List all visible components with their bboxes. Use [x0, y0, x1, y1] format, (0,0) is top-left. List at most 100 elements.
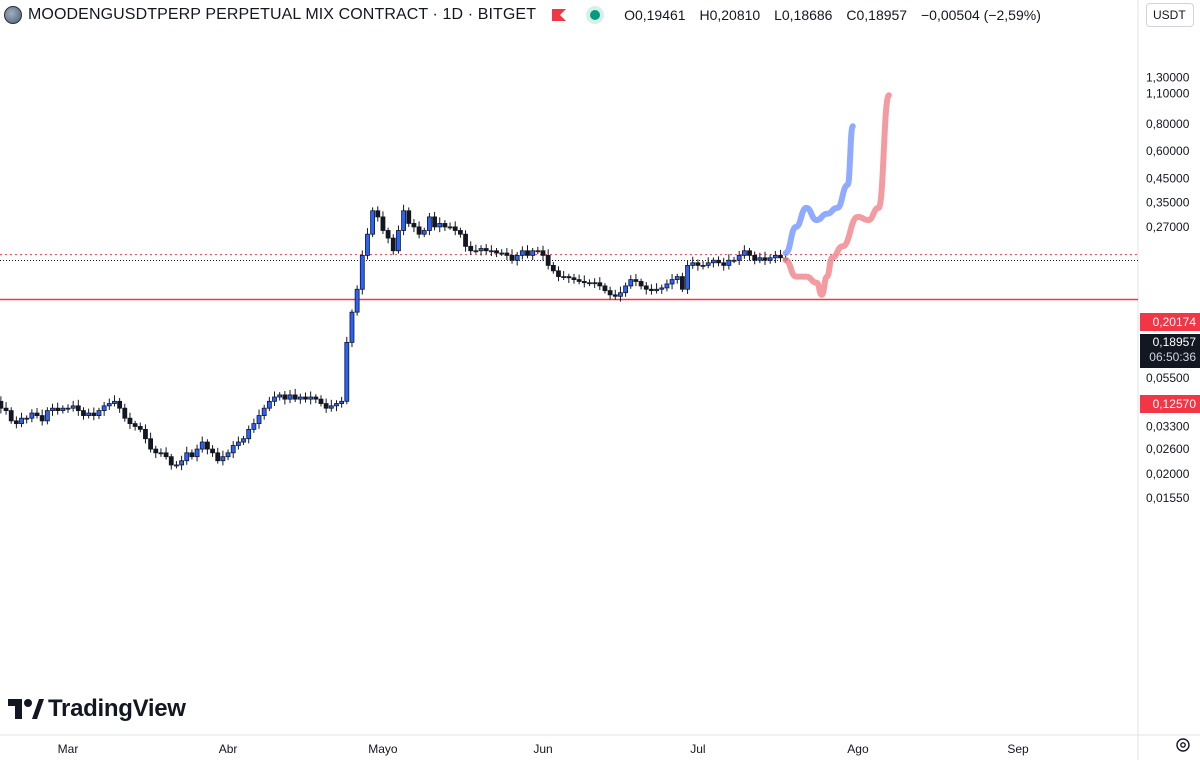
candle-body: [153, 448, 159, 454]
candle-body: [375, 210, 381, 218]
candle-body: [752, 254, 758, 261]
candle-body: [669, 279, 675, 285]
candle-body: [587, 282, 592, 285]
candle-body: [277, 394, 283, 398]
candle-body: [75, 405, 81, 411]
candle-body: [612, 294, 618, 297]
tradingview-logo[interactable]: TradingView: [8, 695, 186, 723]
candle-body: [385, 230, 391, 239]
candle-body: [292, 394, 298, 400]
price-axis[interactable]: 1,30000 1,10000 0,80000 0,60000 0,45000 0,350…: [1137, 0, 1190, 760]
low-value: L0,18686: [774, 7, 833, 23]
candle-body: [633, 279, 639, 282]
candle-body: [235, 441, 241, 446]
candle-body: [649, 288, 654, 292]
candle-body: [432, 216, 437, 228]
candle-body: [143, 428, 148, 440]
ohlc-readout: O0,19461 H0,20810 L0,18686 C0,18957 −0,0…: [624, 7, 1041, 23]
candle-body: [44, 410, 50, 422]
resistance-price-tag: 0,20174: [1140, 313, 1200, 331]
candle-body: [272, 396, 277, 402]
currency-button[interactable]: USDT: [1146, 3, 1194, 27]
candle-body: [81, 410, 86, 416]
candle-body: [148, 438, 154, 450]
candle-body: [442, 223, 448, 228]
candle-body: [685, 264, 690, 290]
candle-body: [483, 248, 489, 252]
candle-body: [184, 452, 190, 462]
candle-body: [189, 452, 195, 458]
candle-body: [168, 456, 174, 466]
candle-body: [163, 452, 169, 458]
candle-body: [323, 403, 329, 409]
flag-icon[interactable]: [552, 9, 567, 21]
candle-body: [509, 254, 515, 261]
candle-body: [427, 216, 432, 231]
candle-body: [344, 341, 350, 402]
symbol-title[interactable]: MOODENGUSDTPERP PERPETUAL MIX CONTRACT ·…: [28, 6, 537, 23]
candle-body: [406, 210, 412, 224]
price-axis-label: 0,80000: [1146, 117, 1190, 131]
tradingview-logo-icon: [8, 699, 44, 719]
time-axis[interactable]: Mar Abr Mayo Jun Jul Ago Sep: [0, 734, 1200, 756]
candle-body: [525, 250, 530, 256]
candle-body: [318, 398, 324, 404]
projection-path[interactable]: [782, 92, 892, 298]
candle-body: [618, 292, 623, 297]
candle-body: [731, 259, 737, 262]
candle-body: [220, 456, 226, 462]
time-axis-label: Ago: [847, 742, 869, 756]
candle-body: [241, 438, 246, 443]
candle-body: [174, 464, 179, 467]
candle-body: [101, 405, 107, 411]
horizontal-levels[interactable]: [0, 254, 1138, 301]
candle-body: [762, 257, 768, 261]
candle-body: [488, 250, 494, 253]
change-value: −0,00504 (−2,59%): [920, 7, 1041, 23]
candle-body: [112, 400, 117, 404]
projection-path[interactable]: [782, 123, 856, 257]
candle-body: [747, 250, 752, 256]
candle-body: [447, 226, 453, 229]
candle-body: [705, 262, 711, 266]
candle-body: [519, 250, 525, 256]
open-value: O0,19461: [624, 7, 686, 23]
drawn-projection-paths[interactable]: [782, 92, 892, 298]
candle-body: [566, 276, 572, 279]
candle-body: [50, 407, 55, 411]
candle-body: [349, 311, 355, 343]
time-axis-label: Mar: [58, 742, 79, 756]
candle-body: [556, 270, 561, 277]
candle-body: [199, 441, 205, 450]
candle-body: [60, 407, 66, 411]
price-axis-label: 1,10000: [1146, 87, 1190, 101]
candle-body: [499, 252, 505, 255]
candle-body: [550, 264, 556, 272]
candle-body: [256, 415, 262, 425]
candle-body: [34, 412, 40, 416]
candle-body: [643, 285, 649, 290]
candle-body: [659, 287, 665, 290]
candle-body: [13, 420, 19, 425]
candle-body: [282, 394, 288, 400]
candlestick-series: [0, 204, 789, 471]
candle-body: [494, 250, 499, 254]
tradingview-wordmark: TradingView: [48, 695, 186, 722]
price-axis-label: 0,05500: [1146, 371, 1190, 385]
candle-body: [396, 230, 401, 252]
candle-body: [137, 426, 143, 430]
candle-body: [8, 410, 14, 422]
symbol-logo-icon[interactable]: [4, 6, 22, 24]
candle-body: [194, 448, 200, 458]
candle-body: [106, 403, 112, 407]
candle-body: [261, 407, 267, 416]
settings-gear-icon[interactable]: [1174, 736, 1192, 754]
candle-body: [581, 281, 587, 284]
candle-body: [179, 460, 184, 466]
candle-body: [457, 230, 463, 235]
market-status-icon[interactable]: [590, 10, 601, 20]
candle-body: [401, 210, 406, 231]
candle-body: [437, 223, 443, 228]
candle-body: [716, 259, 721, 264]
